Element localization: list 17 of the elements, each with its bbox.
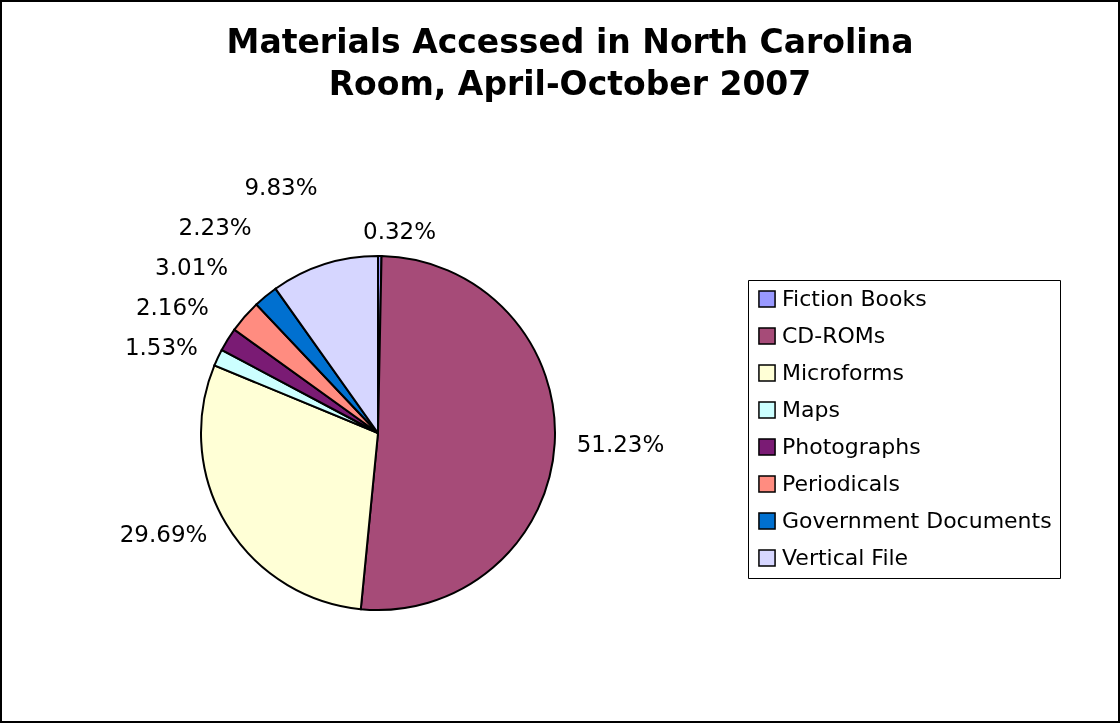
chart-title: Materials Accessed in North Carolina Room, April-October 2007 — [226, 22, 914, 103]
legend-label: Vertical File — [782, 545, 909, 570]
data-label: 2.23% — [178, 214, 252, 241]
legend-label: Photographs — [782, 434, 921, 459]
data-label: 2.16% — [135, 294, 209, 321]
data-label: 9.83% — [244, 174, 318, 201]
data-label: 1.53% — [124, 334, 198, 361]
data-label: 3.01% — [155, 254, 229, 281]
data-label: 29.69% — [119, 521, 208, 548]
legend-label: Maps — [782, 397, 840, 422]
legend-label: CD-ROMs — [782, 323, 886, 348]
legend-label: Fiction Books — [782, 286, 927, 311]
legend-label: Government Documents — [782, 508, 1052, 533]
legend-label: Microforms — [782, 360, 904, 385]
data-label: 0.32% — [363, 218, 437, 244]
legend-label: Periodicals — [782, 471, 900, 496]
data-label: 51.23% — [576, 430, 665, 457]
